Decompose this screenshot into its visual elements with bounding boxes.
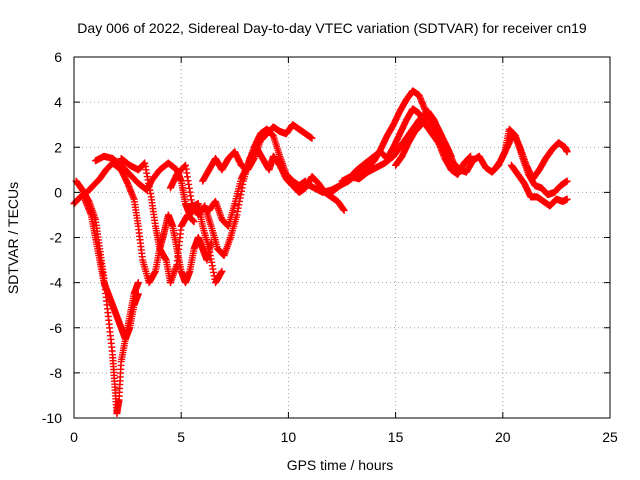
series-sat-m	[490, 130, 571, 183]
y-tick-label: -6	[50, 320, 63, 336]
series-sat-f	[166, 143, 348, 260]
data-point	[218, 267, 226, 275]
series-sat-n	[507, 161, 571, 210]
x-tick-label: 10	[281, 429, 297, 445]
y-tick-label: -2	[50, 230, 63, 246]
series-sat-e	[117, 155, 215, 287]
data-point	[563, 195, 571, 203]
series-sat-c	[81, 195, 142, 343]
x-tick-label: 15	[388, 429, 404, 445]
y-axis-label: SDTVAR / TECUs	[5, 182, 21, 294]
y-tick-label: 2	[54, 139, 62, 155]
data-point	[340, 206, 348, 214]
x-tick-label: 5	[177, 429, 185, 445]
series-sat-h	[205, 125, 310, 230]
y-tick-label: -8	[50, 365, 63, 381]
series-sat-d	[91, 152, 226, 287]
series-sat-g	[199, 121, 316, 185]
y-tick-label: -4	[50, 275, 63, 291]
y-tick-label: 6	[54, 49, 62, 65]
data-points	[70, 87, 571, 417]
data-point	[563, 148, 571, 156]
series-sat-i	[302, 87, 475, 196]
chart-title: Day 006 of 2022, Sidereal Day-to-day VTE…	[77, 20, 587, 36]
y-tick-label: 0	[54, 184, 62, 200]
data-point	[134, 279, 142, 287]
axis-ticks: 0 5 10 15 20 25 -10 -8 -6 -4 -2 0 2 4 6	[42, 49, 618, 445]
x-tick-label: 20	[495, 429, 511, 445]
data-point	[134, 290, 142, 298]
data-point	[467, 152, 475, 160]
y-tick-label: 4	[54, 94, 62, 110]
data-point	[563, 177, 571, 185]
x-axis-label: GPS time / hours	[287, 457, 394, 473]
data-point	[190, 218, 198, 226]
y-tick-label: -10	[42, 410, 62, 426]
data-point	[447, 166, 455, 174]
x-tick-label: 25	[602, 429, 618, 445]
data-point	[308, 134, 316, 142]
x-tick-label: 0	[70, 429, 78, 445]
